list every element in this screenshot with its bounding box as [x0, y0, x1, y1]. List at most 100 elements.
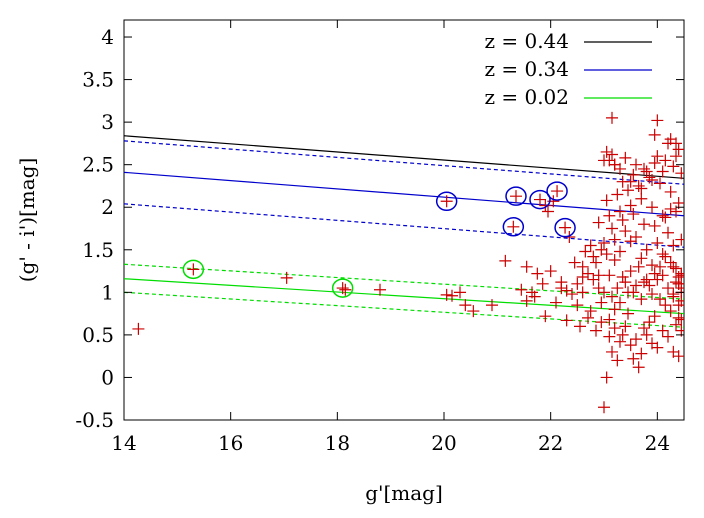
data-point: [566, 288, 578, 301]
data-point: [664, 202, 677, 215]
legend-label-z034: z = 0.34: [484, 57, 569, 81]
data-point: [638, 162, 650, 175]
data-point: [659, 250, 672, 263]
x-tick-label: 24: [645, 431, 670, 455]
data-point: [635, 293, 648, 306]
data-point: [648, 310, 661, 323]
data-point: [648, 267, 661, 280]
legend-label-z002: z = 0.02: [484, 85, 569, 109]
data-point: [643, 171, 656, 184]
data-point: [606, 345, 618, 358]
data-point: [579, 245, 592, 258]
data-point: [622, 307, 634, 320]
data-point: [598, 154, 610, 167]
data-point: [656, 269, 669, 282]
data-point: [643, 316, 656, 329]
circled-point-z034: [502, 217, 525, 237]
data-point: [576, 286, 589, 299]
data-point: [630, 231, 642, 244]
circled-point-z034: [529, 189, 551, 210]
data-point: [675, 167, 684, 180]
data-point: [616, 328, 629, 341]
data-point: [635, 192, 648, 205]
y-tick-label: 0.5: [82, 323, 114, 347]
data-point: [606, 111, 618, 124]
data-point: [646, 288, 658, 301]
data-point: [662, 330, 674, 343]
circled-point-z002: [182, 259, 205, 280]
data-point: [654, 293, 666, 306]
data-point: [630, 158, 642, 171]
data-point: [656, 165, 669, 178]
line-z002-solid: [124, 278, 684, 315]
data-point: [499, 254, 512, 267]
circled-point-z034: [435, 191, 458, 212]
data-point: [635, 182, 648, 195]
data-point: [592, 216, 605, 229]
line-z002-dashed: [124, 263, 684, 300]
circled-point-z002: [331, 278, 354, 298]
data-point: [590, 324, 602, 337]
data-point: [672, 299, 684, 312]
data-point: [670, 262, 682, 275]
data-point: [576, 271, 589, 284]
data-point: [603, 269, 616, 282]
data-point: [627, 208, 640, 221]
x-axis-label: g'[mag]: [365, 481, 443, 505]
data-point: [571, 299, 584, 312]
data-point: [619, 225, 632, 238]
x-tick-label: 14: [111, 431, 136, 455]
data-point: [187, 263, 200, 276]
data-point: [551, 185, 564, 198]
data-point: [656, 209, 669, 222]
data-point: [603, 330, 616, 343]
data-point: [640, 273, 653, 286]
data-point: [675, 267, 684, 280]
data-point: [595, 316, 608, 329]
data-point: [600, 194, 613, 207]
data-point: [640, 165, 653, 178]
data-point: [627, 168, 640, 181]
data-point: [656, 248, 669, 261]
data-point: [515, 283, 528, 296]
data-point: [662, 282, 674, 295]
data-point: [598, 401, 610, 414]
data-point: [582, 267, 594, 280]
data-point: [584, 239, 597, 252]
data-point: [651, 341, 664, 354]
data-point: [446, 289, 458, 302]
data-point: [624, 339, 637, 352]
data-point: [336, 282, 349, 295]
circled-point-z034: [546, 181, 568, 201]
legend: z = 0.44 z = 0.34 z = 0.02: [484, 29, 652, 109]
y-tick-label: 2: [101, 195, 114, 219]
data-point: [595, 296, 608, 309]
data-points: [132, 111, 684, 414]
data-point: [619, 320, 632, 333]
data-point: [486, 299, 498, 312]
data-point: [560, 284, 573, 297]
line-z002-dashed: [124, 291, 684, 328]
data-point: [608, 303, 621, 316]
line-z034-solid: [124, 171, 684, 217]
data-point: [630, 333, 642, 346]
data-point: [672, 271, 684, 284]
data-point: [611, 282, 624, 295]
data-point: [648, 219, 661, 232]
data-point: [675, 233, 684, 246]
data-point: [670, 318, 682, 331]
data-point: [550, 296, 562, 309]
data-point: [614, 296, 626, 309]
y-tick-label: 3.5: [82, 68, 114, 92]
data-point: [638, 322, 650, 335]
line-z034-dashed: [124, 140, 684, 185]
data-point: [632, 260, 645, 273]
data-point: [667, 260, 680, 273]
y-tick-label: 1.5: [82, 238, 114, 262]
plot-area: [124, 111, 684, 414]
data-point: [542, 205, 554, 218]
data-point: [440, 288, 453, 301]
data-point: [590, 256, 602, 269]
data-point: [544, 265, 557, 278]
y-axis: -0.5 0 0.5 1 1.5 2 2.5 3 3.5 4: [75, 25, 684, 432]
